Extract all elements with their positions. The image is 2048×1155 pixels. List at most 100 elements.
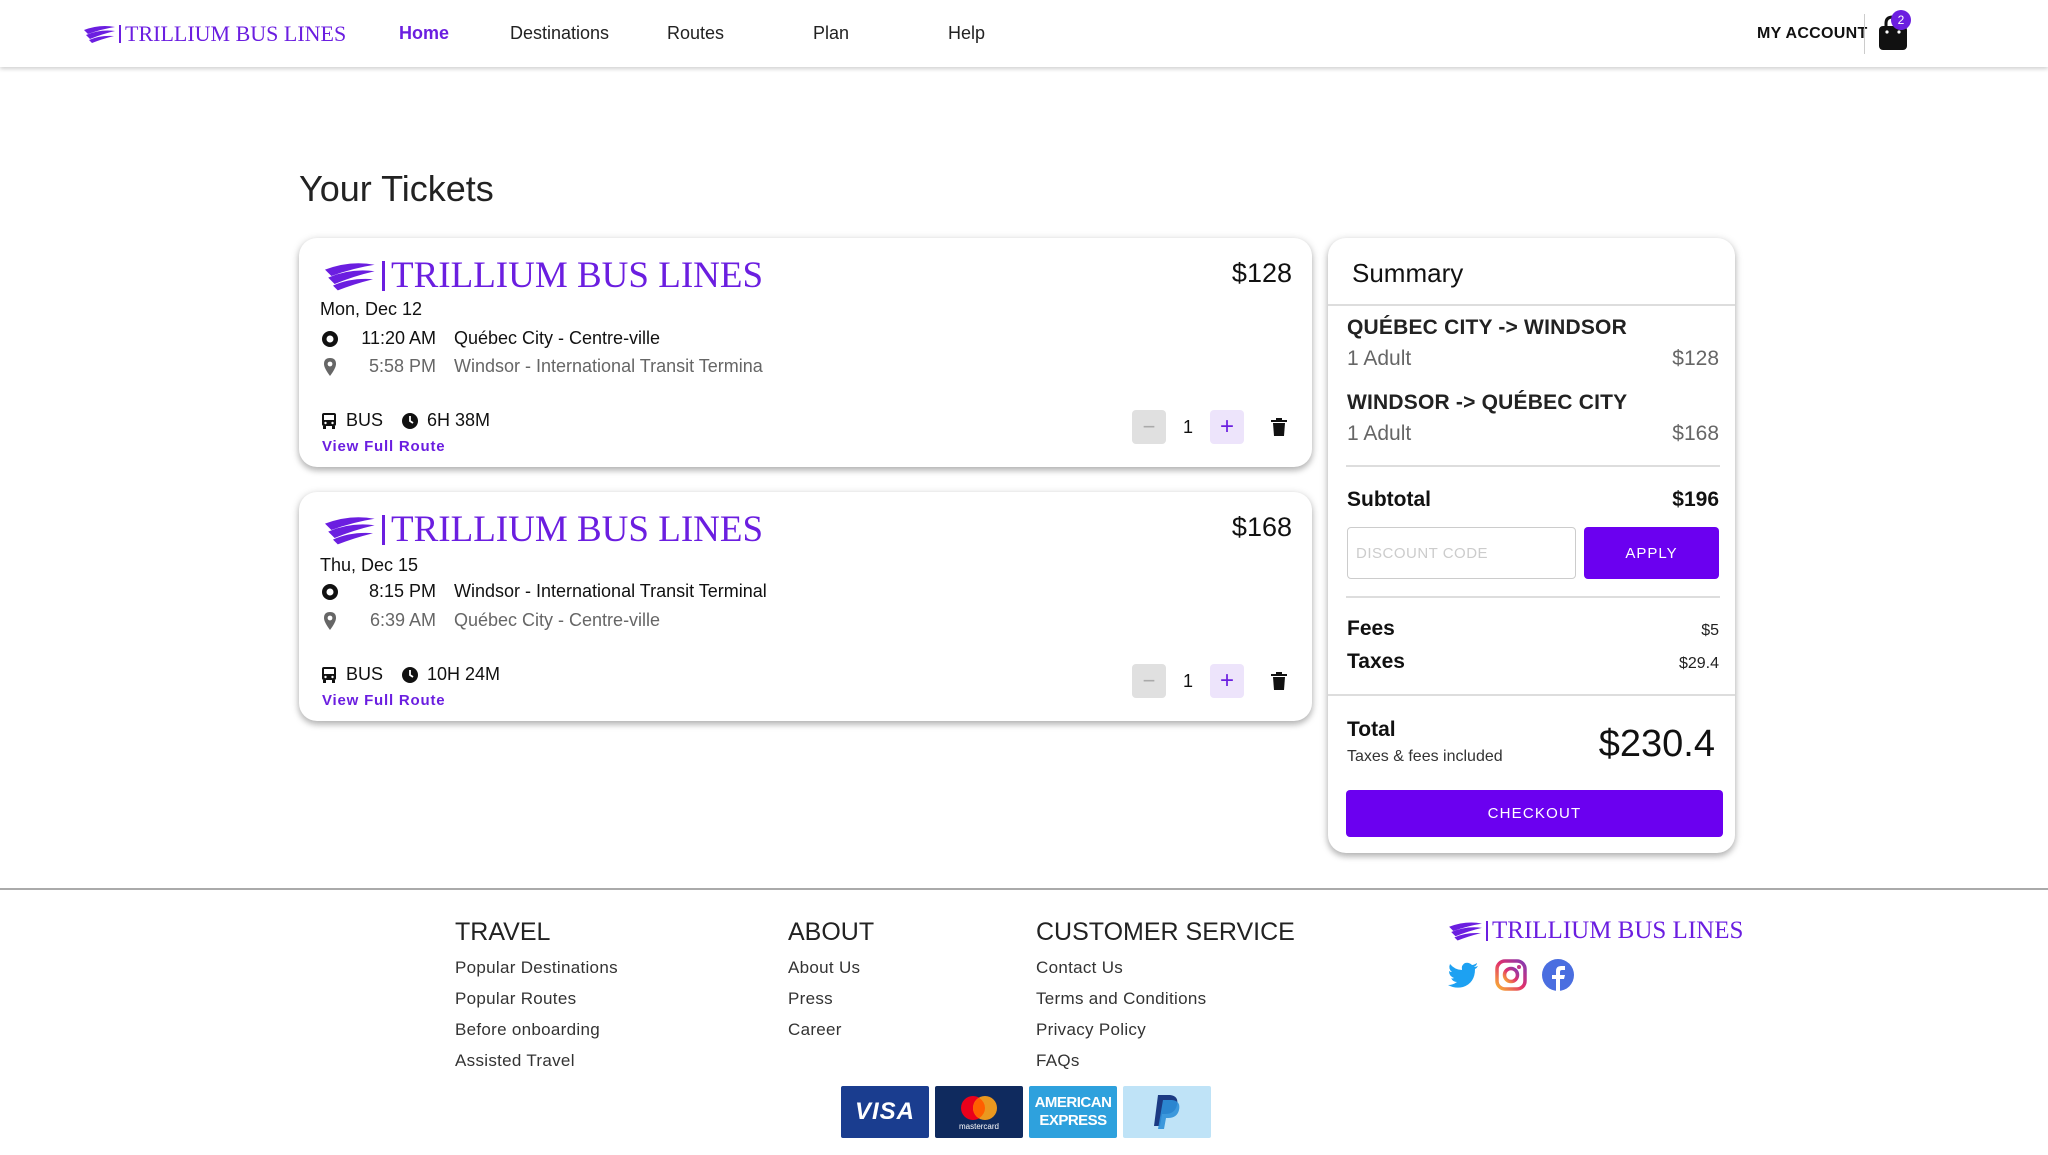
mastercard-icon: mastercard	[935, 1086, 1023, 1138]
order-summary-card: Summary QUÉBEC CITY -> WINDSOR 1 Adult $…	[1328, 238, 1735, 853]
footer-link[interactable]: Contact Us	[1036, 958, 1124, 977]
footer-link[interactable]: FAQs	[1036, 1051, 1080, 1070]
view-full-route-link[interactable]: View Full Route	[322, 692, 446, 709]
footer-link[interactable]: About Us	[788, 958, 861, 977]
summary-leg-route: QUÉBEC CITY -> WINDSOR	[1347, 316, 1627, 339]
footer-link[interactable]: Career	[788, 1020, 842, 1039]
footer-link[interactable]: Assisted Travel	[455, 1051, 575, 1070]
footer-link[interactable]: Press	[788, 989, 833, 1008]
checkout-button[interactable]: CHECKOUT	[1346, 790, 1723, 837]
summary-divider	[1346, 465, 1720, 467]
summary-leg-qty: 1 Adult	[1347, 347, 1412, 370]
view-full-route-link[interactable]: View Full Route	[322, 438, 446, 455]
wing-logo-icon	[325, 516, 375, 544]
apply-discount-button[interactable]: APPLY	[1584, 527, 1719, 579]
departure-time: 11:20 AM	[361, 328, 436, 348]
subtotal-value: $196	[1672, 488, 1719, 511]
departure-place: Windsor - International Transit Terminal	[454, 581, 767, 601]
page-title: Your Tickets	[299, 168, 494, 209]
arrival-row: 6:39 AM Québec City - Centre-ville	[320, 610, 660, 631]
header-divider	[1864, 14, 1865, 54]
footer-divider	[0, 888, 2048, 890]
nav-plan[interactable]: Plan	[813, 23, 850, 43]
summary-divider	[1328, 304, 1735, 306]
summary-leg-price: $128	[1672, 347, 1719, 370]
ticket-card: TRILLIUM BUS LINES $168 Thu, Dec 15 8:15…	[299, 492, 1312, 721]
total-subtext: Taxes & fees included	[1347, 748, 1503, 765]
total-label: Total	[1347, 718, 1396, 741]
ticket-price: $168	[1231, 512, 1292, 542]
trip-duration: 10H 24M	[427, 664, 501, 684]
trash-icon[interactable]	[1270, 671, 1288, 691]
quantity-stepper: − 1 +	[1132, 410, 1244, 444]
cart-count-badge: 2	[1891, 10, 1911, 30]
increase-quantity-button[interactable]: +	[1210, 410, 1244, 444]
decrease-quantity-button[interactable]: −	[1132, 664, 1166, 698]
quantity-value: 1	[1182, 670, 1193, 691]
wing-logo-icon	[325, 262, 375, 290]
footer-link[interactable]: Before onboarding	[455, 1020, 600, 1039]
departure-dot-icon	[322, 330, 338, 347]
quantity-stepper: − 1 +	[1132, 664, 1244, 698]
nav-home[interactable]: Home	[399, 23, 450, 43]
my-account-link[interactable]: MY ACCOUNT	[1757, 25, 1868, 42]
clock-icon	[402, 666, 419, 683]
departure-time: 8:15 PM	[368, 581, 436, 601]
brand-logo[interactable]: TRILLIUM BUS LINES	[82, 21, 346, 47]
decrease-quantity-button[interactable]: −	[1132, 410, 1166, 444]
trip-duration: 6H 38M	[427, 410, 491, 430]
footer-link[interactable]: Privacy Policy	[1036, 1020, 1147, 1039]
location-pin-icon	[324, 357, 336, 376]
departure-place: Québec City - Centre-ville	[454, 328, 661, 348]
brand-name: TRILLIUM BUS LINES	[391, 509, 764, 550]
bus-icon	[322, 412, 336, 429]
total-value: $230.4	[1598, 723, 1715, 765]
summary-divider	[1346, 596, 1720, 598]
ticket-date: Mon, Dec 12	[320, 299, 423, 319]
fees-label: Fees	[1347, 617, 1395, 640]
increase-quantity-button[interactable]: +	[1210, 664, 1244, 698]
clock-icon	[402, 412, 419, 429]
ticket-price: $128	[1231, 258, 1292, 288]
trash-icon[interactable]	[1270, 417, 1288, 437]
footer-heading-about: ABOUT	[788, 918, 875, 946]
summary-leg-qty: 1 Adult	[1347, 422, 1412, 445]
arrival-time: 6:39 AM	[369, 610, 436, 630]
arrival-row: 5:58 PM Windsor - International Transit …	[320, 356, 763, 377]
footer-heading-customer-service: CUSTOMER SERVICE	[1036, 918, 1295, 946]
footer-link[interactable]: Popular Routes	[455, 989, 577, 1008]
location-pin-icon	[324, 611, 336, 630]
bus-icon	[322, 666, 336, 683]
trip-meta: BUS 10H 24M	[320, 664, 518, 685]
footer-brand-logo: TRILLIUM BUS LINES	[1447, 917, 1743, 945]
departure-dot-icon	[322, 583, 338, 600]
arrival-time: 5:58 PM	[368, 356, 436, 376]
facebook-icon[interactable]	[1541, 958, 1575, 992]
nav-routes[interactable]: Routes	[667, 23, 725, 43]
top-navbar: TRILLIUM BUS LINES Home Destinations Rou…	[0, 0, 2048, 67]
amex-icon: AMERICAN EXPRESS	[1029, 1086, 1117, 1138]
subtotal-label: Subtotal	[1347, 488, 1431, 511]
nav-destinations[interactable]: Destinations	[510, 23, 610, 43]
footer-link[interactable]: Popular Destinations	[455, 958, 618, 977]
arrival-place: Québec City - Centre-ville	[454, 610, 661, 630]
twitter-icon[interactable]	[1446, 958, 1480, 992]
taxes-label: Taxes	[1347, 650, 1405, 673]
instagram-icon[interactable]	[1494, 958, 1528, 992]
quantity-value: 1	[1182, 416, 1193, 437]
nav-help[interactable]: Help	[948, 23, 986, 43]
wing-logo-icon	[1449, 922, 1482, 941]
footer-link[interactable]: Terms and Conditions	[1036, 989, 1207, 1008]
taxes-value: $29.4	[1678, 655, 1719, 672]
ticket-date: Thu, Dec 15	[320, 555, 419, 575]
summary-leg-route: WINDSOR -> QUÉBEC CITY	[1347, 391, 1628, 414]
summary-title: Summary	[1352, 258, 1464, 288]
visa-icon: VISA	[841, 1086, 929, 1138]
transport-mode: BUS	[346, 664, 384, 684]
departure-row: 11:20 AM Québec City - Centre-ville	[320, 328, 660, 349]
trip-meta: BUS 6H 38M	[320, 410, 508, 431]
summary-leg-price: $168	[1672, 422, 1719, 445]
arrival-place: Windsor - International Transit Termina	[454, 356, 763, 376]
discount-code-input[interactable]	[1347, 527, 1576, 579]
summary-divider	[1328, 694, 1735, 696]
